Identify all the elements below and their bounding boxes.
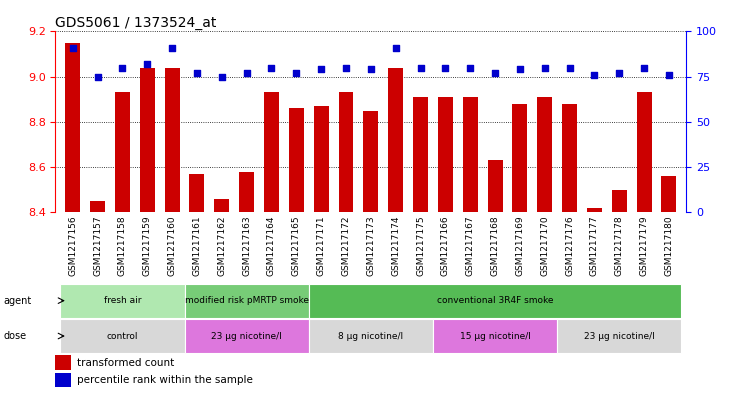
Bar xyxy=(264,92,279,212)
Point xyxy=(464,64,476,71)
Text: 23 μg nicotine/l: 23 μg nicotine/l xyxy=(211,332,282,340)
Text: 15 μg nicotine/l: 15 μg nicotine/l xyxy=(460,332,531,340)
Text: GSM1217163: GSM1217163 xyxy=(242,216,251,276)
Bar xyxy=(537,97,552,212)
Text: GSM1217157: GSM1217157 xyxy=(93,216,102,276)
Point xyxy=(514,66,525,73)
Bar xyxy=(184,284,308,318)
Text: 8 μg nicotine/l: 8 μg nicotine/l xyxy=(338,332,404,340)
Text: GSM1217160: GSM1217160 xyxy=(168,216,176,276)
Bar xyxy=(308,284,681,318)
Point xyxy=(539,64,551,71)
Text: 23 μg nicotine/l: 23 μg nicotine/l xyxy=(584,332,655,340)
Bar xyxy=(438,97,453,212)
Bar xyxy=(488,160,503,212)
Bar xyxy=(388,68,403,212)
Text: conventional 3R4F smoke: conventional 3R4F smoke xyxy=(437,296,554,305)
Bar xyxy=(65,43,80,212)
Bar xyxy=(139,68,155,212)
Point xyxy=(142,61,154,67)
Bar xyxy=(90,201,105,212)
Point xyxy=(415,64,427,71)
Bar xyxy=(661,176,677,212)
Text: control: control xyxy=(107,332,138,340)
Text: GSM1217175: GSM1217175 xyxy=(416,216,425,276)
Point xyxy=(638,64,650,71)
Bar xyxy=(61,319,184,353)
Bar xyxy=(190,174,204,212)
Bar xyxy=(165,68,179,212)
Point xyxy=(588,72,600,78)
Text: GSM1217162: GSM1217162 xyxy=(217,216,227,276)
Text: GSM1217180: GSM1217180 xyxy=(664,216,674,276)
Bar xyxy=(557,319,681,353)
Point xyxy=(241,70,252,76)
Text: GSM1217174: GSM1217174 xyxy=(391,216,400,276)
Bar xyxy=(314,106,328,212)
Point xyxy=(315,66,327,73)
Point xyxy=(266,64,277,71)
Text: dose: dose xyxy=(4,331,27,341)
Text: agent: agent xyxy=(4,296,32,306)
Text: GDS5061 / 1373524_at: GDS5061 / 1373524_at xyxy=(55,17,217,30)
Text: GSM1217177: GSM1217177 xyxy=(590,216,599,276)
Point xyxy=(564,64,576,71)
Point xyxy=(663,72,675,78)
Point xyxy=(489,70,501,76)
Point xyxy=(613,70,625,76)
Bar xyxy=(61,284,184,318)
Text: GSM1217159: GSM1217159 xyxy=(142,216,152,276)
Bar xyxy=(214,198,230,212)
Text: GSM1217156: GSM1217156 xyxy=(68,216,77,276)
Bar xyxy=(463,97,477,212)
Bar xyxy=(55,373,71,387)
Point xyxy=(166,44,178,51)
Text: transformed count: transformed count xyxy=(77,358,175,367)
Point xyxy=(390,44,401,51)
Text: fresh air: fresh air xyxy=(103,296,141,305)
Bar xyxy=(184,319,308,353)
Text: GSM1217168: GSM1217168 xyxy=(491,216,500,276)
Text: GSM1217178: GSM1217178 xyxy=(615,216,624,276)
Bar xyxy=(308,319,433,353)
Point xyxy=(365,66,376,73)
Bar xyxy=(55,355,71,369)
Point xyxy=(67,44,79,51)
Bar xyxy=(339,92,354,212)
Point xyxy=(92,73,103,80)
Text: GSM1217179: GSM1217179 xyxy=(640,216,649,276)
Text: GSM1217158: GSM1217158 xyxy=(118,216,127,276)
Text: GSM1217170: GSM1217170 xyxy=(540,216,549,276)
Text: percentile rank within the sample: percentile rank within the sample xyxy=(77,375,253,385)
Bar xyxy=(239,171,254,212)
Point xyxy=(191,70,203,76)
Text: GSM1217169: GSM1217169 xyxy=(515,216,525,276)
Text: modified risk pMRTP smoke: modified risk pMRTP smoke xyxy=(184,296,308,305)
Bar xyxy=(612,190,627,212)
Text: GSM1217161: GSM1217161 xyxy=(193,216,201,276)
Bar xyxy=(115,92,130,212)
Bar xyxy=(413,97,428,212)
Bar xyxy=(433,319,557,353)
Text: GSM1217167: GSM1217167 xyxy=(466,216,475,276)
Point xyxy=(117,64,128,71)
Text: GSM1217173: GSM1217173 xyxy=(366,216,376,276)
Point xyxy=(340,64,352,71)
Bar xyxy=(637,92,652,212)
Point xyxy=(291,70,303,76)
Text: GSM1217164: GSM1217164 xyxy=(267,216,276,276)
Bar xyxy=(289,108,304,212)
Bar xyxy=(562,104,577,212)
Text: GSM1217165: GSM1217165 xyxy=(292,216,301,276)
Text: GSM1217172: GSM1217172 xyxy=(342,216,351,276)
Text: GSM1217176: GSM1217176 xyxy=(565,216,574,276)
Point xyxy=(439,64,451,71)
Point xyxy=(216,73,228,80)
Text: GSM1217166: GSM1217166 xyxy=(441,216,450,276)
Bar xyxy=(363,110,379,212)
Bar xyxy=(587,208,602,212)
Bar xyxy=(512,104,528,212)
Text: GSM1217171: GSM1217171 xyxy=(317,216,325,276)
